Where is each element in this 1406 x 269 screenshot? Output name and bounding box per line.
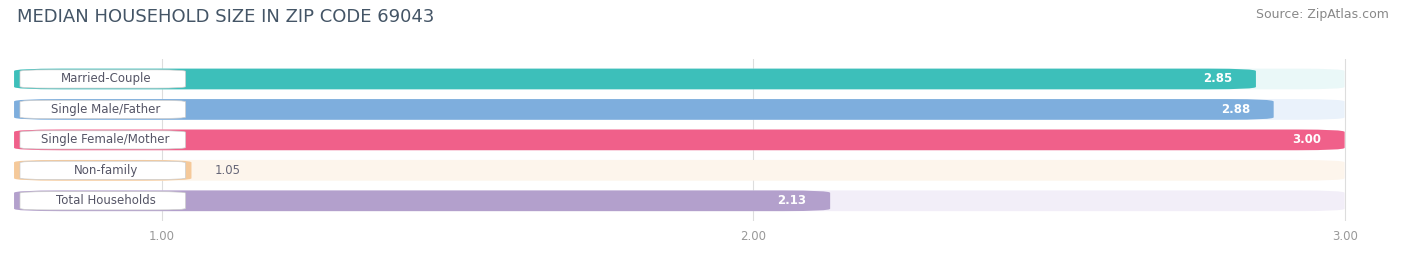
- FancyBboxPatch shape: [14, 190, 830, 211]
- FancyBboxPatch shape: [14, 190, 1344, 211]
- Text: 2.13: 2.13: [778, 194, 807, 207]
- FancyBboxPatch shape: [20, 100, 186, 119]
- FancyBboxPatch shape: [20, 161, 186, 179]
- FancyBboxPatch shape: [14, 99, 1344, 120]
- FancyBboxPatch shape: [14, 99, 1274, 120]
- FancyBboxPatch shape: [14, 69, 1256, 89]
- Text: Single Male/Father: Single Male/Father: [51, 103, 160, 116]
- Text: 1.05: 1.05: [215, 164, 240, 177]
- Text: Source: ZipAtlas.com: Source: ZipAtlas.com: [1256, 8, 1389, 21]
- Text: 3.00: 3.00: [1292, 133, 1322, 146]
- Text: Total Households: Total Households: [56, 194, 156, 207]
- Text: Non-family: Non-family: [73, 164, 138, 177]
- FancyBboxPatch shape: [20, 70, 186, 88]
- Text: MEDIAN HOUSEHOLD SIZE IN ZIP CODE 69043: MEDIAN HOUSEHOLD SIZE IN ZIP CODE 69043: [17, 8, 434, 26]
- FancyBboxPatch shape: [14, 160, 1344, 181]
- FancyBboxPatch shape: [20, 192, 186, 210]
- Text: 2.85: 2.85: [1204, 72, 1232, 86]
- Text: Single Female/Mother: Single Female/Mother: [41, 133, 170, 146]
- Text: 2.88: 2.88: [1220, 103, 1250, 116]
- FancyBboxPatch shape: [14, 69, 1344, 89]
- FancyBboxPatch shape: [14, 160, 191, 181]
- FancyBboxPatch shape: [14, 130, 1344, 150]
- Text: Married-Couple: Married-Couple: [60, 72, 150, 86]
- FancyBboxPatch shape: [20, 131, 186, 149]
- FancyBboxPatch shape: [14, 130, 1344, 150]
